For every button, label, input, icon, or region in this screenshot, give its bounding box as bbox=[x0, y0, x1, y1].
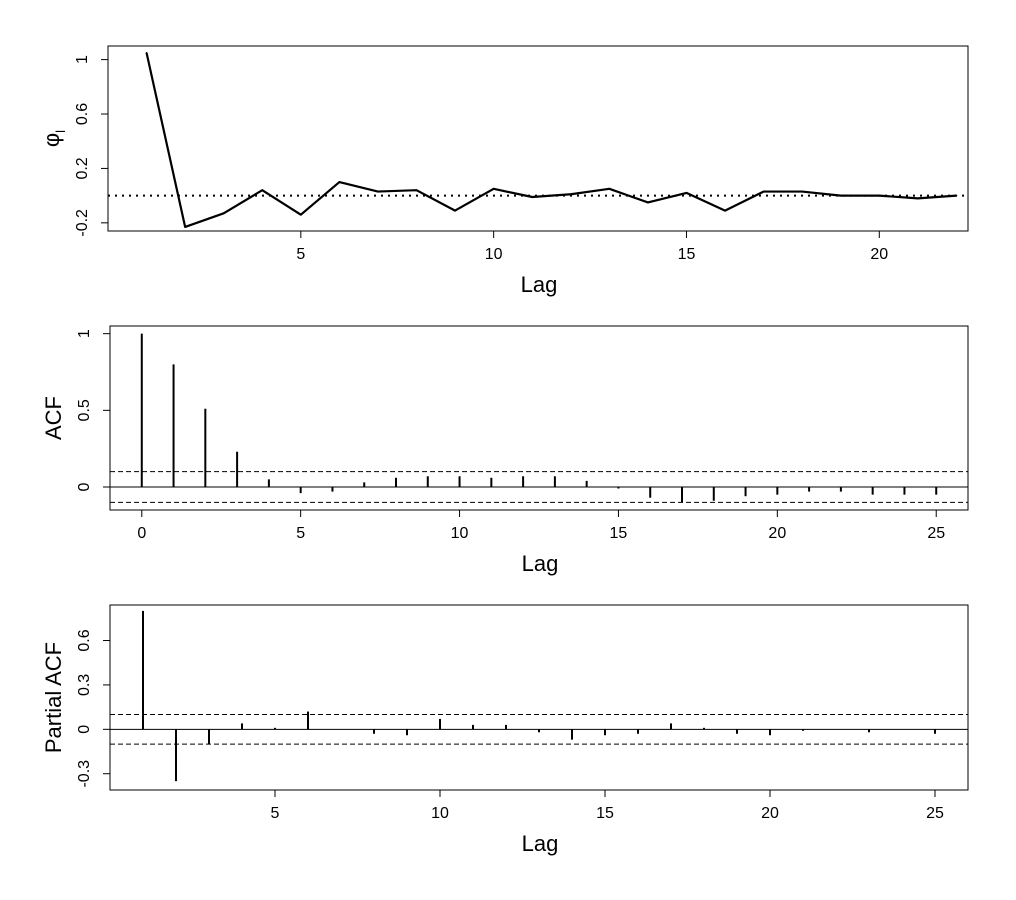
phi-point bbox=[839, 194, 842, 197]
phi-point bbox=[917, 197, 919, 200]
x-tick-label: 15 bbox=[596, 805, 614, 822]
y-axis-title-main: φ bbox=[39, 133, 64, 147]
y-tick-label: 0.5 bbox=[76, 399, 93, 421]
x-tick-label: 25 bbox=[927, 525, 945, 542]
phi-point bbox=[801, 190, 803, 193]
x-tick-label: 10 bbox=[451, 525, 469, 542]
phi-panel: 5 10 15 20 -0.2 0.2 0.6 1 Lag φl bbox=[39, 45, 969, 297]
y-tick-label: 0.6 bbox=[74, 103, 91, 125]
y-tick-label: 0 bbox=[76, 725, 93, 734]
plot-frame bbox=[107, 45, 969, 232]
x-tick-label: 5 bbox=[271, 805, 280, 822]
phi-point bbox=[415, 189, 418, 191]
x-tick-label: 5 bbox=[296, 525, 305, 542]
y-axis-title: ACF bbox=[41, 396, 66, 440]
phi-point bbox=[222, 212, 225, 215]
x-tick-label: 20 bbox=[761, 805, 779, 822]
x-tick-label: 15 bbox=[678, 246, 696, 263]
y-tick-label: -0.2 bbox=[74, 209, 91, 237]
phi-point bbox=[531, 196, 534, 198]
phi-point bbox=[878, 194, 881, 197]
pacf-panel: 5 10 15 20 25 -0.3 0 0.3 0.6 Lag Partial ACF bbox=[41, 604, 969, 856]
y-axis-title-main: Partial ACF bbox=[41, 642, 66, 753]
phi-point bbox=[724, 209, 726, 212]
y-tick-label: 1 bbox=[74, 55, 91, 64]
y-tick-label: 0.6 bbox=[76, 629, 93, 651]
y-axis-title-main: ACF bbox=[41, 396, 66, 440]
y-axis-title: φl bbox=[39, 130, 68, 147]
phi-point bbox=[184, 226, 186, 228]
phi-point bbox=[569, 193, 572, 196]
phi-point bbox=[338, 181, 341, 183]
plot-frame bbox=[109, 325, 969, 511]
phi-point bbox=[454, 209, 456, 212]
x-tick-label: 10 bbox=[485, 246, 503, 263]
y-tick-label: -0.3 bbox=[76, 760, 93, 788]
phi-point bbox=[300, 213, 302, 216]
x-tick-label: 10 bbox=[431, 805, 449, 822]
phi-series-line bbox=[145, 52, 957, 229]
y-axis-title-subscript: l bbox=[53, 130, 68, 133]
phi-point bbox=[492, 188, 495, 190]
y-tick-label: 0 bbox=[76, 482, 93, 491]
x-axis-title: Lag bbox=[521, 272, 558, 297]
phi-point bbox=[145, 52, 148, 54]
phi-point bbox=[377, 190, 379, 193]
x-tick-label: 20 bbox=[768, 525, 786, 542]
phi-point bbox=[608, 188, 611, 190]
y-tick-label: 1 bbox=[76, 329, 93, 338]
phi-point bbox=[955, 194, 958, 197]
y-tick-label: 0.3 bbox=[76, 674, 93, 696]
phi-point bbox=[647, 201, 649, 204]
x-axis-title: Lag bbox=[522, 551, 559, 576]
x-tick-label: 15 bbox=[610, 525, 628, 542]
y-axis-title: Partial ACF bbox=[41, 642, 66, 753]
x-tick-label: 25 bbox=[926, 805, 944, 822]
x-tick-label: 20 bbox=[870, 246, 888, 263]
plot-frame bbox=[109, 604, 969, 791]
x-axis-title: Lag bbox=[522, 831, 559, 856]
phi-point bbox=[261, 189, 264, 191]
acf-panel: 0 5 10 15 20 25 0 0.5 1 Lag ACF bbox=[41, 325, 969, 576]
x-tick-label: 0 bbox=[137, 525, 146, 542]
phi-point bbox=[762, 190, 765, 193]
phi-point bbox=[685, 192, 688, 194]
y-tick-label: 0.2 bbox=[74, 157, 91, 179]
x-tick-label: 5 bbox=[296, 246, 305, 263]
